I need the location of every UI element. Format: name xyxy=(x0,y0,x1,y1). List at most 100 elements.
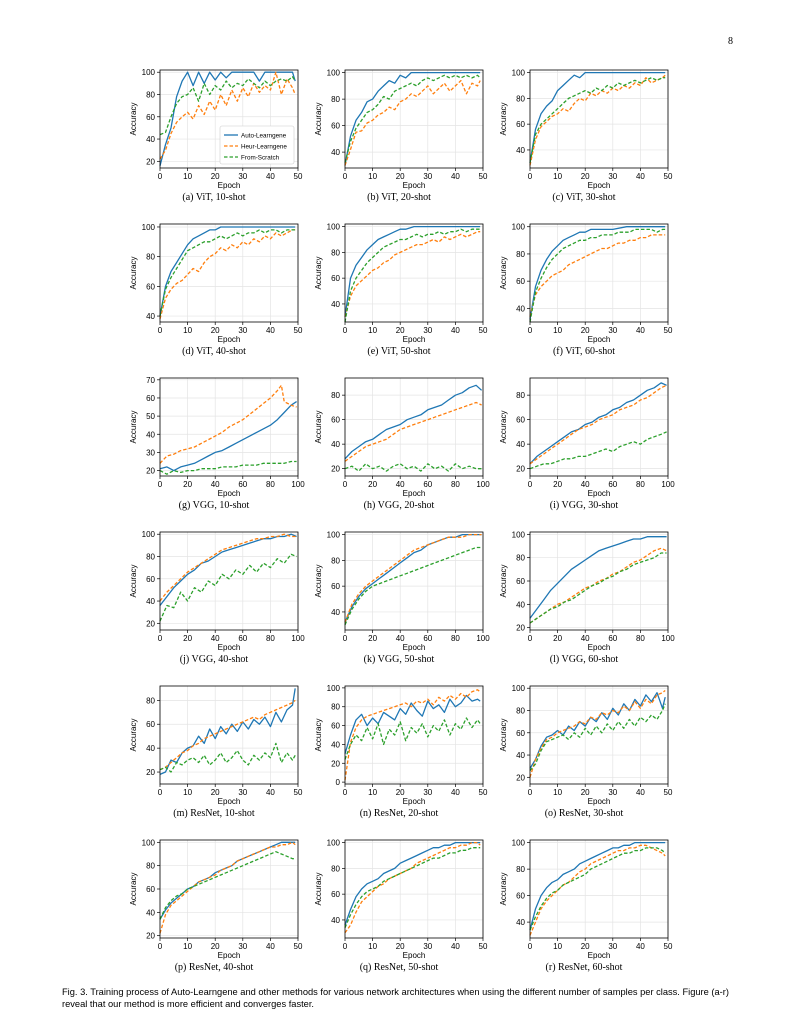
x-tick-label: 30 xyxy=(608,788,617,797)
chart-panel-f: 0 10 20 30 40 50 40 60 80 100 Epoch Accuracy (f) ViT… xyxy=(494,214,674,368)
x-tick-label: 60 xyxy=(238,634,247,643)
y-tick-label: 40 xyxy=(331,300,340,309)
x-tick-label: 40 xyxy=(266,172,275,181)
series-line-auto xyxy=(529,841,666,931)
series-line-auto xyxy=(344,533,482,623)
x-tick-label: 0 xyxy=(158,942,163,951)
x-tick-label: 40 xyxy=(266,942,275,951)
chart-panel-e: 0 10 20 30 40 50 40 60 80 100 Epoch Accuracy (e) ViT… xyxy=(309,214,489,368)
y-tick-label: 60 xyxy=(331,582,340,591)
x-tick-label: 50 xyxy=(664,326,673,335)
series-line-scratch xyxy=(529,847,666,931)
x-tick-label: 20 xyxy=(581,942,590,951)
chart-k: 0 20 40 60 80 100 40 60 80 100 Epoch Accuracy xyxy=(314,531,490,652)
x-tick-label: 0 xyxy=(343,942,348,951)
x-tick-label: 60 xyxy=(423,634,432,643)
axes-frame xyxy=(529,377,669,477)
x-tick-label: 20 xyxy=(553,480,562,489)
x-tick-label: 0 xyxy=(343,480,348,489)
subfigure-caption: (n) ResNet, 20-shot xyxy=(359,808,439,819)
series-line-auto xyxy=(529,692,666,769)
series-line-heur xyxy=(159,384,297,464)
y-tick-label: 20 xyxy=(146,157,155,166)
y-tick-label: 80 xyxy=(516,391,525,400)
y-tick-label: 100 xyxy=(142,223,156,232)
axes-frame xyxy=(529,839,669,939)
page-number: 8 xyxy=(728,36,733,47)
series-line-heur xyxy=(344,533,482,623)
x-tick-label: 0 xyxy=(528,480,533,489)
x-tick-label: 80 xyxy=(266,480,275,489)
x-tick-label: 0 xyxy=(528,788,533,797)
series-line-auto xyxy=(344,841,481,926)
x-tick-label: 30 xyxy=(423,172,432,181)
y-tick-label: 0 xyxy=(336,778,341,787)
x-tick-label: 10 xyxy=(553,788,562,797)
axes-frame xyxy=(159,531,299,631)
x-axis-label: Epoch xyxy=(218,335,241,344)
chart-panel-n: 0 10 20 30 40 50 0 20 40 60 80 100 Epoch Accuracy (n) … xyxy=(309,676,489,830)
x-axis-label: Epoch xyxy=(403,489,426,498)
series-line-auto xyxy=(159,841,296,920)
series-line-heur xyxy=(529,547,667,624)
y-tick-label: 60 xyxy=(516,277,525,286)
x-tick-label: 50 xyxy=(479,326,488,335)
y-axis-label: Accuracy xyxy=(129,873,138,906)
subfigure-caption: (d) ViT, 40-shot xyxy=(182,346,246,357)
x-tick-label: 40 xyxy=(636,942,645,951)
x-tick-label: 30 xyxy=(238,788,247,797)
x-tick-label: 40 xyxy=(266,326,275,335)
x-tick-label: 20 xyxy=(211,942,220,951)
x-tick-label: 30 xyxy=(608,172,617,181)
y-tick-label: 100 xyxy=(512,530,526,539)
y-tick-label: 60 xyxy=(516,120,525,129)
series-line-scratch xyxy=(159,229,296,317)
series-line-scratch xyxy=(529,77,666,163)
subfigure-caption: (a) ViT, 10-shot xyxy=(182,192,246,203)
x-axis-label: Epoch xyxy=(218,797,241,806)
x-tick-label: 40 xyxy=(451,788,460,797)
y-tick-label: 80 xyxy=(146,553,155,562)
series-line-heur xyxy=(529,384,667,465)
x-tick-label: 40 xyxy=(396,634,405,643)
series-line-heur xyxy=(529,74,666,166)
series-line-scratch xyxy=(344,847,481,928)
x-tick-label: 40 xyxy=(451,326,460,335)
y-tick-label: 100 xyxy=(142,530,156,539)
x-tick-label: 0 xyxy=(158,172,163,181)
x-axis-label: Epoch xyxy=(218,643,241,652)
y-axis-label: Accuracy xyxy=(314,103,323,136)
legend-box xyxy=(219,125,295,165)
x-tick-label: 60 xyxy=(238,480,247,489)
subfigure-caption: (e) ViT, 50-shot xyxy=(367,346,431,357)
y-axis-label: Accuracy xyxy=(499,103,508,136)
x-tick-label: 30 xyxy=(423,326,432,335)
series-line-auto xyxy=(344,225,481,317)
x-tick-label: 50 xyxy=(664,942,673,951)
y-tick-label: 80 xyxy=(331,95,340,104)
x-tick-label: 10 xyxy=(368,172,377,181)
series-line-auto xyxy=(159,533,297,606)
chart-a: 0 10 20 30 40 50 20 40 60 80 100 Epoch Accuracy Auto-… xyxy=(129,68,303,190)
series-line-scratch xyxy=(529,228,666,323)
x-axis-label: Epoch xyxy=(588,489,611,498)
y-tick-label: 60 xyxy=(331,416,340,425)
y-tick-label: 40 xyxy=(331,440,340,449)
series-line-heur xyxy=(159,229,296,320)
x-axis-label: Epoch xyxy=(588,181,611,190)
x-tick-label: 20 xyxy=(396,942,405,951)
chart-d: 0 10 20 30 40 50 40 60 80 100 Epoch Accuracy xyxy=(129,223,303,344)
y-tick-label: 40 xyxy=(146,430,155,439)
x-axis-label: Epoch xyxy=(588,951,611,960)
x-tick-label: 20 xyxy=(581,172,590,181)
series-line-heur xyxy=(344,79,481,166)
y-axis-label: Accuracy xyxy=(314,257,323,290)
y-tick-label: 20 xyxy=(516,624,525,633)
y-tick-label: 60 xyxy=(331,274,340,283)
series-line-auto xyxy=(529,382,667,465)
series-line-scratch xyxy=(344,463,482,472)
series-line-auto xyxy=(529,71,666,163)
y-tick-label: 80 xyxy=(146,696,155,705)
x-tick-label: 0 xyxy=(528,942,533,951)
x-tick-label: 20 xyxy=(211,172,220,181)
